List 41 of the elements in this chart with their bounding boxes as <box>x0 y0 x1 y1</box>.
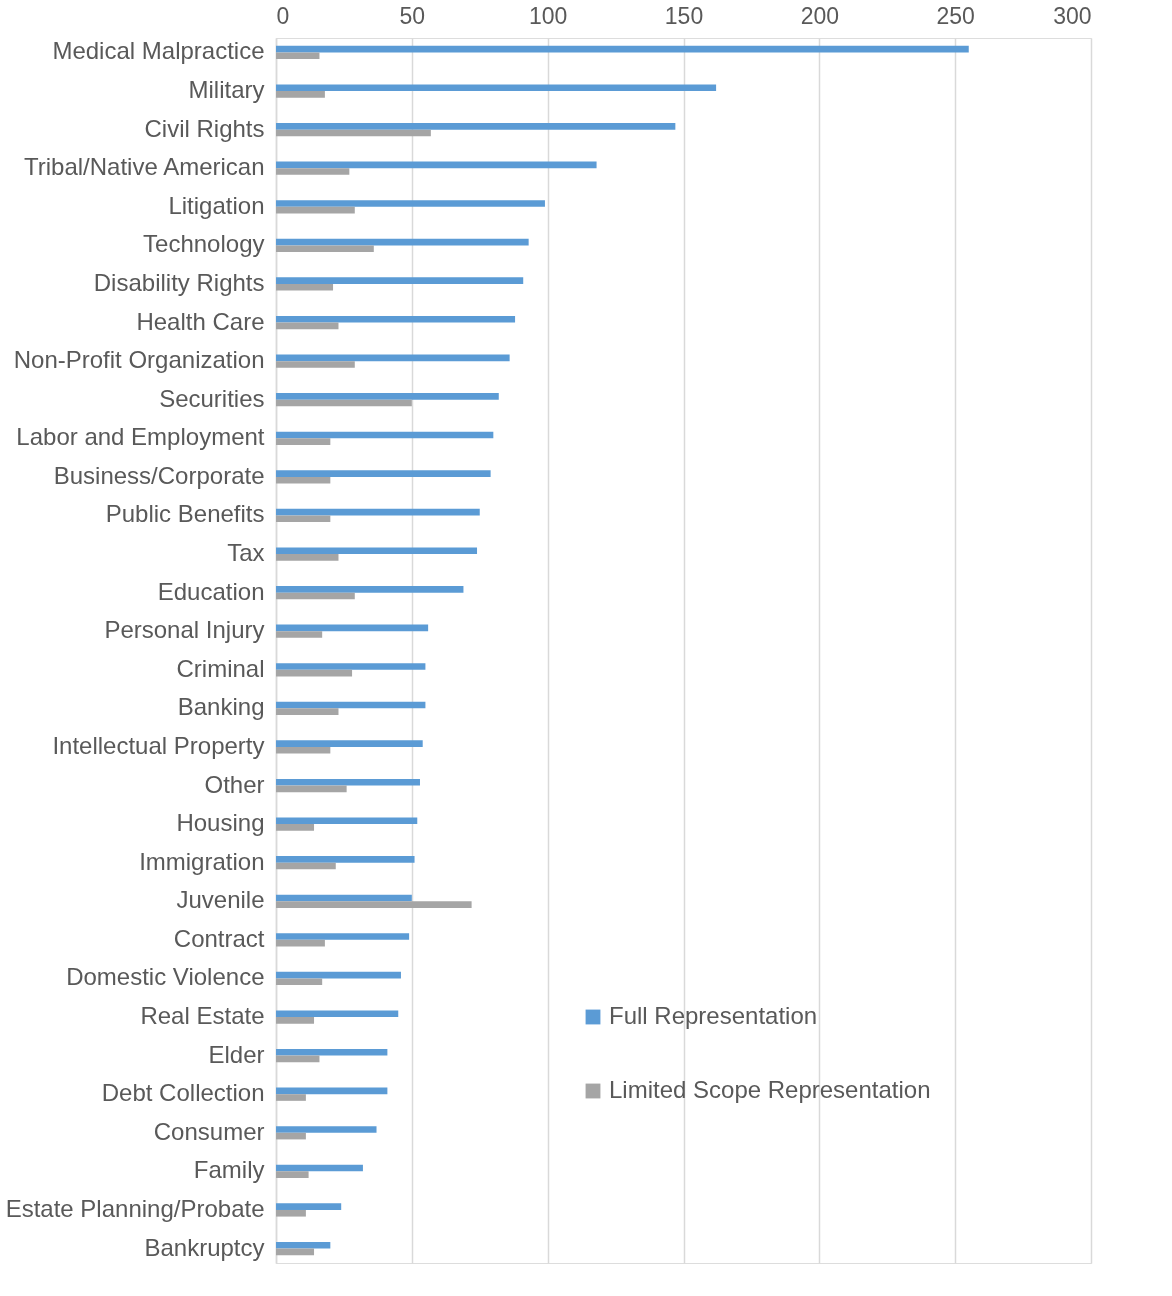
y-tick-label: Civil Rights <box>144 114 265 142</box>
x-tick-label: 0 <box>276 2 290 29</box>
y-tick-label: Public Benefits <box>105 500 265 528</box>
y-tick-label: Banking <box>177 693 265 721</box>
y-tick-label: Health Care <box>136 307 265 335</box>
y-tick-label: Other <box>204 770 265 798</box>
y-tick-label: Securities <box>159 384 265 412</box>
x-tick-label: 300 <box>1053 2 1092 29</box>
y-tick-label: Military <box>188 76 265 104</box>
y-tick-label: Juvenile <box>176 886 265 914</box>
x-tick-label: 100 <box>528 2 568 29</box>
y-tick-label: Debt Collection <box>101 1079 265 1107</box>
y-tick-label: Intellectual Property <box>52 731 265 759</box>
y-tick-label: Domestic Violence <box>66 963 265 991</box>
y-tick-label: Business/Corporate <box>53 461 265 489</box>
y-tick-label: Personal Injury <box>104 616 265 644</box>
x-tick-label: 200 <box>800 2 840 29</box>
y-tick-label: Housing <box>176 809 265 837</box>
y-tick-label: Tribal/Native American <box>23 153 265 181</box>
y-tick-label: Tax <box>227 539 265 567</box>
x-tick-label: 250 <box>936 2 975 29</box>
legend-label: Full Representation <box>609 1002 818 1029</box>
y-tick-label: Labor and Employment <box>16 423 265 451</box>
y-tick-label: Criminal <box>176 654 265 682</box>
y-tick-label: Litigation <box>168 191 265 219</box>
y-tick-label: Technology <box>143 230 265 258</box>
x-tick-label: 50 <box>399 2 426 29</box>
y-tick-label: Family <box>193 1156 265 1184</box>
y-tick-label: Contract <box>173 924 265 952</box>
y-tick-label: Bankruptcy <box>144 1233 265 1261</box>
y-tick-label: Immigration <box>139 847 265 875</box>
y-tick-label: Consumer <box>153 1117 265 1145</box>
x-tick-label: 150 <box>664 2 704 29</box>
y-tick-label: Elder <box>208 1040 265 1068</box>
y-tick-label: Estate Planning/Probate <box>5 1194 265 1222</box>
y-tick-label: Real Estate <box>140 1002 265 1030</box>
y-tick-label: Education <box>157 577 265 605</box>
y-tick-label: Non-Profit Organization <box>13 346 265 374</box>
y-tick-label: Medical Malpractice <box>52 37 265 65</box>
legend-label: Limited Scope Representation <box>609 1076 931 1103</box>
y-tick-label: Disability Rights <box>93 268 265 296</box>
